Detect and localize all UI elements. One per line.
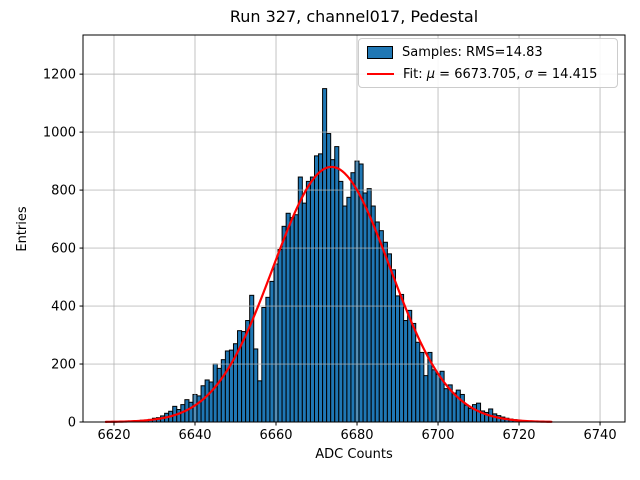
y-tick-label: 400 (51, 300, 76, 315)
x-tick-label: 6720 (502, 428, 535, 443)
y-tick-label: 600 (51, 242, 76, 257)
fit-line-swatch-icon (367, 72, 394, 76)
x-tick-label: 6680 (340, 428, 373, 443)
x-tick-label: 6700 (421, 428, 454, 443)
samples-swatch-icon (367, 45, 393, 59)
y-tick-label: 1000 (43, 126, 76, 141)
legend-samples-label: Samples: RMS=14.83 (402, 44, 543, 60)
legend-item-fit: Fit: μ = 6673.705, σ = 14.415 (367, 67, 609, 82)
legend: Samples: RMS=14.83 Fit: μ = 6673.705, σ … (358, 38, 618, 88)
y-tick-label: 200 (51, 358, 76, 373)
x-tick-label: 6660 (259, 428, 292, 443)
y-tick-label: 800 (51, 184, 76, 199)
x-tick-label: 6620 (97, 428, 130, 443)
y-tick-label: 1200 (43, 68, 76, 83)
x-tick-label: 6740 (584, 428, 617, 443)
y-axis-label: Entries (15, 206, 30, 252)
legend-fit-label: Fit: μ = 6673.705, σ = 14.415 (403, 66, 598, 82)
x-axis-label: ADC Counts (315, 447, 393, 462)
chart-title: Run 327, channel017, Pedestal (229, 7, 479, 26)
legend-item-samples: Samples: RMS=14.83 (367, 45, 609, 60)
x-tick-label: 6640 (178, 428, 211, 443)
y-tick-label: 0 (68, 416, 76, 431)
